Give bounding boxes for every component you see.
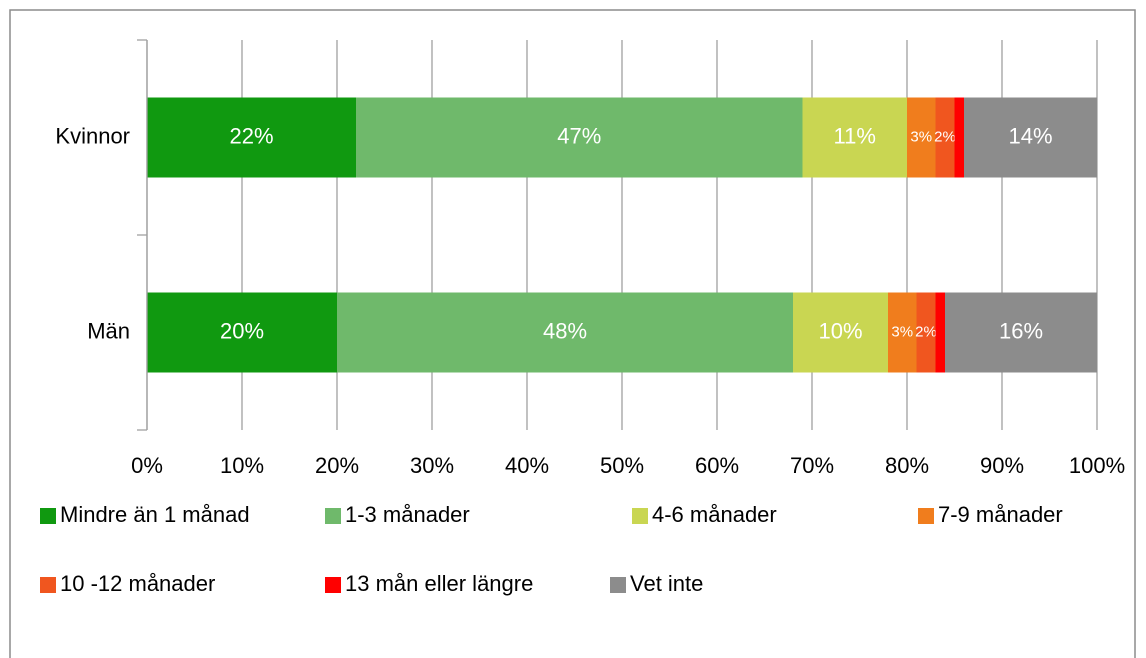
x-tick-label: 60%	[695, 453, 739, 478]
bar-segment	[888, 292, 917, 373]
legend-label: 4-6 månader	[652, 502, 777, 527]
legend-label: 7-9 månader	[938, 502, 1063, 527]
legend-swatch	[325, 508, 341, 524]
legend-label: Mindre än 1 månad	[60, 502, 250, 527]
data-label: 14%	[1008, 123, 1052, 148]
legend-label: 1-3 månader	[345, 502, 470, 527]
data-label: 2%	[934, 128, 956, 145]
bar-segment	[935, 97, 955, 178]
data-label: 11%	[834, 123, 876, 148]
bar-segment	[945, 292, 1097, 373]
bars: 22% 47% 11% 3% 2% 14%20% 48% 10% 3% 2% 16%	[147, 97, 1097, 373]
data-label: 2%	[915, 323, 937, 340]
x-tick-label: 90%	[980, 453, 1024, 478]
x-tick-label: 20%	[315, 453, 359, 478]
data-label: 48%	[543, 318, 587, 343]
data-label: 20%	[220, 318, 264, 343]
bar-segment	[916, 292, 936, 373]
data-label: 10%	[818, 318, 862, 343]
bar-segment	[337, 292, 793, 373]
bar-segment	[935, 292, 945, 373]
data-label: 3%	[910, 128, 932, 145]
x-tick-label: 0%	[131, 453, 163, 478]
y-tick-label: Män	[87, 318, 130, 343]
x-tick-label: 30%	[410, 453, 454, 478]
x-tick-label: 70%	[790, 453, 834, 478]
data-label: 47%	[557, 123, 601, 148]
legend-label: 13 mån eller längre	[345, 571, 533, 596]
legend-swatch	[918, 508, 934, 524]
chart-border	[9, 9, 1136, 658]
x-tick-label: 50%	[600, 453, 644, 478]
legend-label: Vet inte	[630, 571, 703, 596]
legend-label: 10 -12 månader	[60, 571, 215, 596]
data-label: 16%	[999, 318, 1043, 343]
legend-swatch	[325, 577, 341, 593]
bar-segment	[802, 97, 907, 178]
data-label: 3%	[891, 323, 913, 340]
data-label: 22%	[229, 123, 273, 148]
legend-swatch	[610, 577, 626, 593]
y-tick-label: Kvinnor	[55, 123, 130, 148]
x-tick-label: 80%	[885, 453, 929, 478]
legend-swatch	[40, 508, 56, 524]
bar-segment	[964, 97, 1097, 178]
bar-segment	[907, 97, 936, 178]
bar-segment	[147, 292, 337, 373]
bar-segment	[954, 97, 964, 178]
x-tick-label: 10%	[220, 453, 264, 478]
legend-swatch	[40, 577, 56, 593]
bar-segment	[147, 97, 356, 178]
x-tick-label: 40%	[505, 453, 549, 478]
x-tick-label: 100%	[1069, 453, 1125, 478]
bar-segment	[793, 292, 888, 373]
bar-segment	[356, 97, 803, 178]
legend-swatch	[632, 508, 648, 524]
